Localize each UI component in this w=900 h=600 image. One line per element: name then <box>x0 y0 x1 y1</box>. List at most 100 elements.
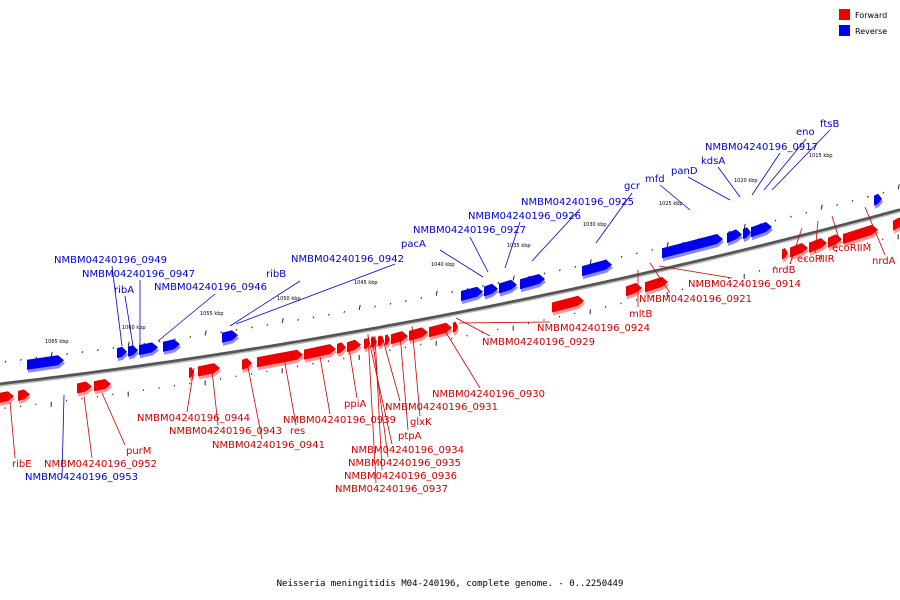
gene-label[interactable]: NMBM04240196_0953 <box>25 472 138 483</box>
scale-tick <box>220 331 223 334</box>
scale-tick <box>805 211 808 214</box>
scale-tick <box>312 316 315 319</box>
leader-line <box>458 321 551 324</box>
leader-line <box>658 265 733 279</box>
scale-tick <box>389 302 392 305</box>
gene-label[interactable]: mfd <box>645 174 665 185</box>
leader-line <box>235 263 396 325</box>
gene-arrow-forward <box>0 391 14 403</box>
gene-label[interactable]: panD <box>671 166 698 177</box>
gene-label[interactable]: eno <box>796 127 815 138</box>
scale-tick <box>19 358 22 361</box>
scale-tick <box>558 269 561 272</box>
scale-tick <box>743 223 746 229</box>
gene-label[interactable]: NMBM04240196_0944 <box>137 413 250 424</box>
leader-line <box>124 295 134 347</box>
reverse-gene-labels: NMBM04240196_0953 NMBM04240196_0949 NMBM… <box>25 119 839 483</box>
gene-label[interactable]: mltB <box>629 309 652 320</box>
gene-arrow-reverse <box>582 259 612 277</box>
gene-label[interactable]: NMBM04240196_0925 <box>521 197 634 208</box>
scale-tick <box>358 304 361 311</box>
gene-label[interactable]: NMBM04240196_0943 <box>169 426 282 437</box>
scale-tick <box>851 199 854 202</box>
scale-tick <box>189 335 192 339</box>
gene-label[interactable]: pacA <box>401 239 426 250</box>
gene-label[interactable]: NMBM04240196_0941 <box>212 440 325 451</box>
scale-tick <box>50 351 53 357</box>
leader-line <box>111 265 123 347</box>
gene-label[interactable]: NMBM04240196_0939 <box>283 415 396 426</box>
gene-arrow-reverse <box>751 222 772 238</box>
gene-arrow-reverse <box>484 283 498 297</box>
gene-label[interactable]: NMBM04240196_0935 <box>348 458 461 469</box>
scale-tick <box>481 285 484 288</box>
gene-label[interactable]: NMBM04240196_0917 <box>705 142 818 153</box>
gene-label[interactable]: ribA <box>114 285 134 296</box>
gene-arrow-reverse <box>874 193 882 206</box>
leader-line <box>371 335 389 458</box>
gene-label[interactable]: NMBM04240196_0924 <box>537 323 650 334</box>
gene-label[interactable]: ribB <box>266 269 286 280</box>
gene-label[interactable]: nrdB <box>772 265 796 276</box>
legend-reverse-swatch <box>839 25 850 36</box>
gene-label[interactable]: ecoRIIM <box>832 243 871 254</box>
scale-tick <box>343 310 346 314</box>
leader-line <box>763 138 807 191</box>
scale-tick <box>543 272 546 275</box>
gene-label[interactable]: purM <box>126 446 151 457</box>
scale-tick <box>66 353 69 356</box>
gene-label[interactable]: res <box>290 426 305 437</box>
scale-tick <box>266 323 269 327</box>
gene-label[interactable]: gcr <box>624 181 641 192</box>
gene-arrow-forward <box>77 381 92 394</box>
scale-tick <box>112 346 115 349</box>
gene-arrow-forward <box>94 379 111 392</box>
gene-label[interactable]: NMBM04240196_0926 <box>468 211 581 222</box>
gene-label[interactable]: ftsB <box>820 119 839 130</box>
gene-label[interactable]: kdsA <box>701 156 725 167</box>
gene-label[interactable]: ecoRIIR <box>797 254 835 265</box>
backbone-line <box>0 208 900 386</box>
scale-label: 1015 kbp <box>809 153 833 159</box>
gene-label[interactable]: NMBM04240196_0929 <box>482 337 595 348</box>
gene-arrow-reverse <box>222 330 238 343</box>
scale-tick <box>620 255 623 258</box>
gene-label[interactable]: ptpA <box>398 431 422 442</box>
gene-label[interactable]: NMBM04240196_0947 <box>82 269 195 280</box>
leader-line <box>771 129 831 191</box>
gene-label[interactable]: NMBM04240196_0927 <box>413 225 526 236</box>
gene-label[interactable]: NMBM04240196_0936 <box>344 471 457 482</box>
scale-tick <box>820 204 823 210</box>
gene-label[interactable]: NMBM04240196_0934 <box>351 445 464 456</box>
scale-tick <box>435 290 438 296</box>
gene-label[interactable]: NMBM04240196_0949 <box>54 255 167 266</box>
scale-tick <box>451 291 454 294</box>
gene-label[interactable]: glxK <box>410 417 432 428</box>
gene-label[interactable]: NMBM04240196_0937 <box>335 484 448 495</box>
gene-arrow-reverse <box>727 229 742 243</box>
gene-label[interactable]: NMBM04240196_0930 <box>432 389 545 400</box>
gene-label[interactable]: NMBM04240196_0946 <box>154 282 267 293</box>
gene-label[interactable]: NMBM04240196_0914 <box>688 279 801 290</box>
gene-label[interactable]: nrdA <box>872 256 896 267</box>
gene-arrow-reverse <box>128 345 138 357</box>
scale-tick <box>589 259 592 265</box>
scale-label: 1020 kbp <box>734 178 758 184</box>
gene-label[interactable]: NMBM04240196_0942 <box>291 254 404 265</box>
gene-label[interactable]: NMBM04240196_0952 <box>44 459 157 470</box>
gene-arrow-forward <box>257 349 303 368</box>
leader-line <box>751 152 781 196</box>
leader-line <box>61 394 65 479</box>
gene-label[interactable]: ribE <box>12 459 32 470</box>
leader-line <box>9 401 16 459</box>
gene-label[interactable]: ppiA <box>344 399 366 410</box>
gene-label[interactable]: NMBM04240196_0931 <box>385 402 498 413</box>
gene-label[interactable]: NMBM04240196_0921 <box>639 294 752 305</box>
scale-label: 1055 kbp <box>200 311 224 317</box>
leader-line <box>531 208 581 262</box>
legend-forward-label: Forward <box>855 11 887 20</box>
gene-arrow-reverse <box>27 355 64 370</box>
leader-line <box>469 236 489 273</box>
